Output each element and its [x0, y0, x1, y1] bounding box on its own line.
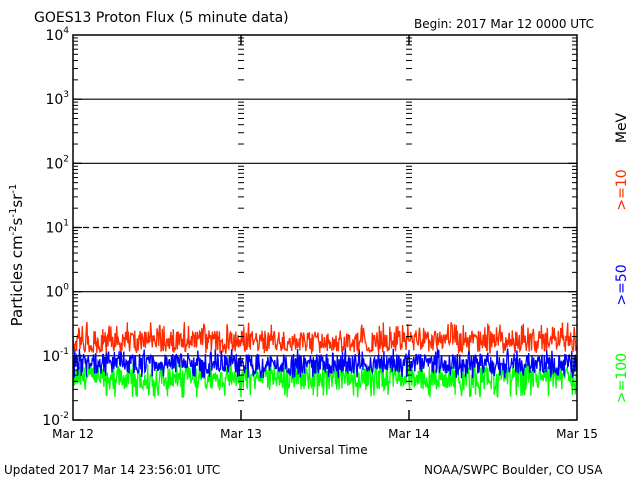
- x-tick-label: Mar 14: [388, 427, 430, 441]
- y-tick-label: 10-2: [42, 411, 69, 429]
- x-tick-label: Mar 15: [556, 427, 598, 441]
- y-tick-label: 102: [45, 154, 69, 172]
- grid-lines: [73, 98, 577, 357]
- y-tick-labels: 104 103 102 101 100 10-1 10-2: [42, 26, 69, 429]
- y-tick-label: 104: [45, 26, 69, 44]
- legend-ge100: >=100: [614, 353, 630, 403]
- chart-title: GOES13 Proton Flux (5 minute data): [34, 10, 289, 26]
- updated-timestamp: Updated 2017 Mar 14 23:56:01 UTC: [4, 463, 220, 477]
- y-tick-label: 103: [45, 90, 69, 108]
- unit-label: MeV: [614, 112, 630, 143]
- x-axis-label: Universal Time: [278, 443, 367, 457]
- series-group: [72, 321, 578, 398]
- plot-frame: [72, 34, 578, 421]
- y-axis-label: Particles cm-2s-1sr-1: [8, 184, 26, 327]
- credit-text: NOAA/SWPC Boulder, CO USA: [424, 463, 603, 477]
- begin-date: Begin: 2017 Mar 12 0000 UTC: [414, 17, 594, 31]
- legend-ge10: >=10: [614, 169, 630, 210]
- x-tick-label: Mar 13: [220, 427, 262, 441]
- series-line-ge10: [72, 321, 578, 355]
- x-tick-labels: Mar 12 Mar 13 Mar 14 Mar 15: [52, 427, 598, 441]
- y-tick-label: 100: [45, 283, 69, 301]
- y-tick-label: 101: [45, 219, 69, 237]
- series-line-ge50: [72, 347, 578, 379]
- y-tick-label: 10-1: [42, 347, 69, 365]
- plot-border: [72, 34, 578, 421]
- x-tick-label: Mar 12: [52, 427, 94, 441]
- legend-ge50: >=50: [614, 264, 630, 305]
